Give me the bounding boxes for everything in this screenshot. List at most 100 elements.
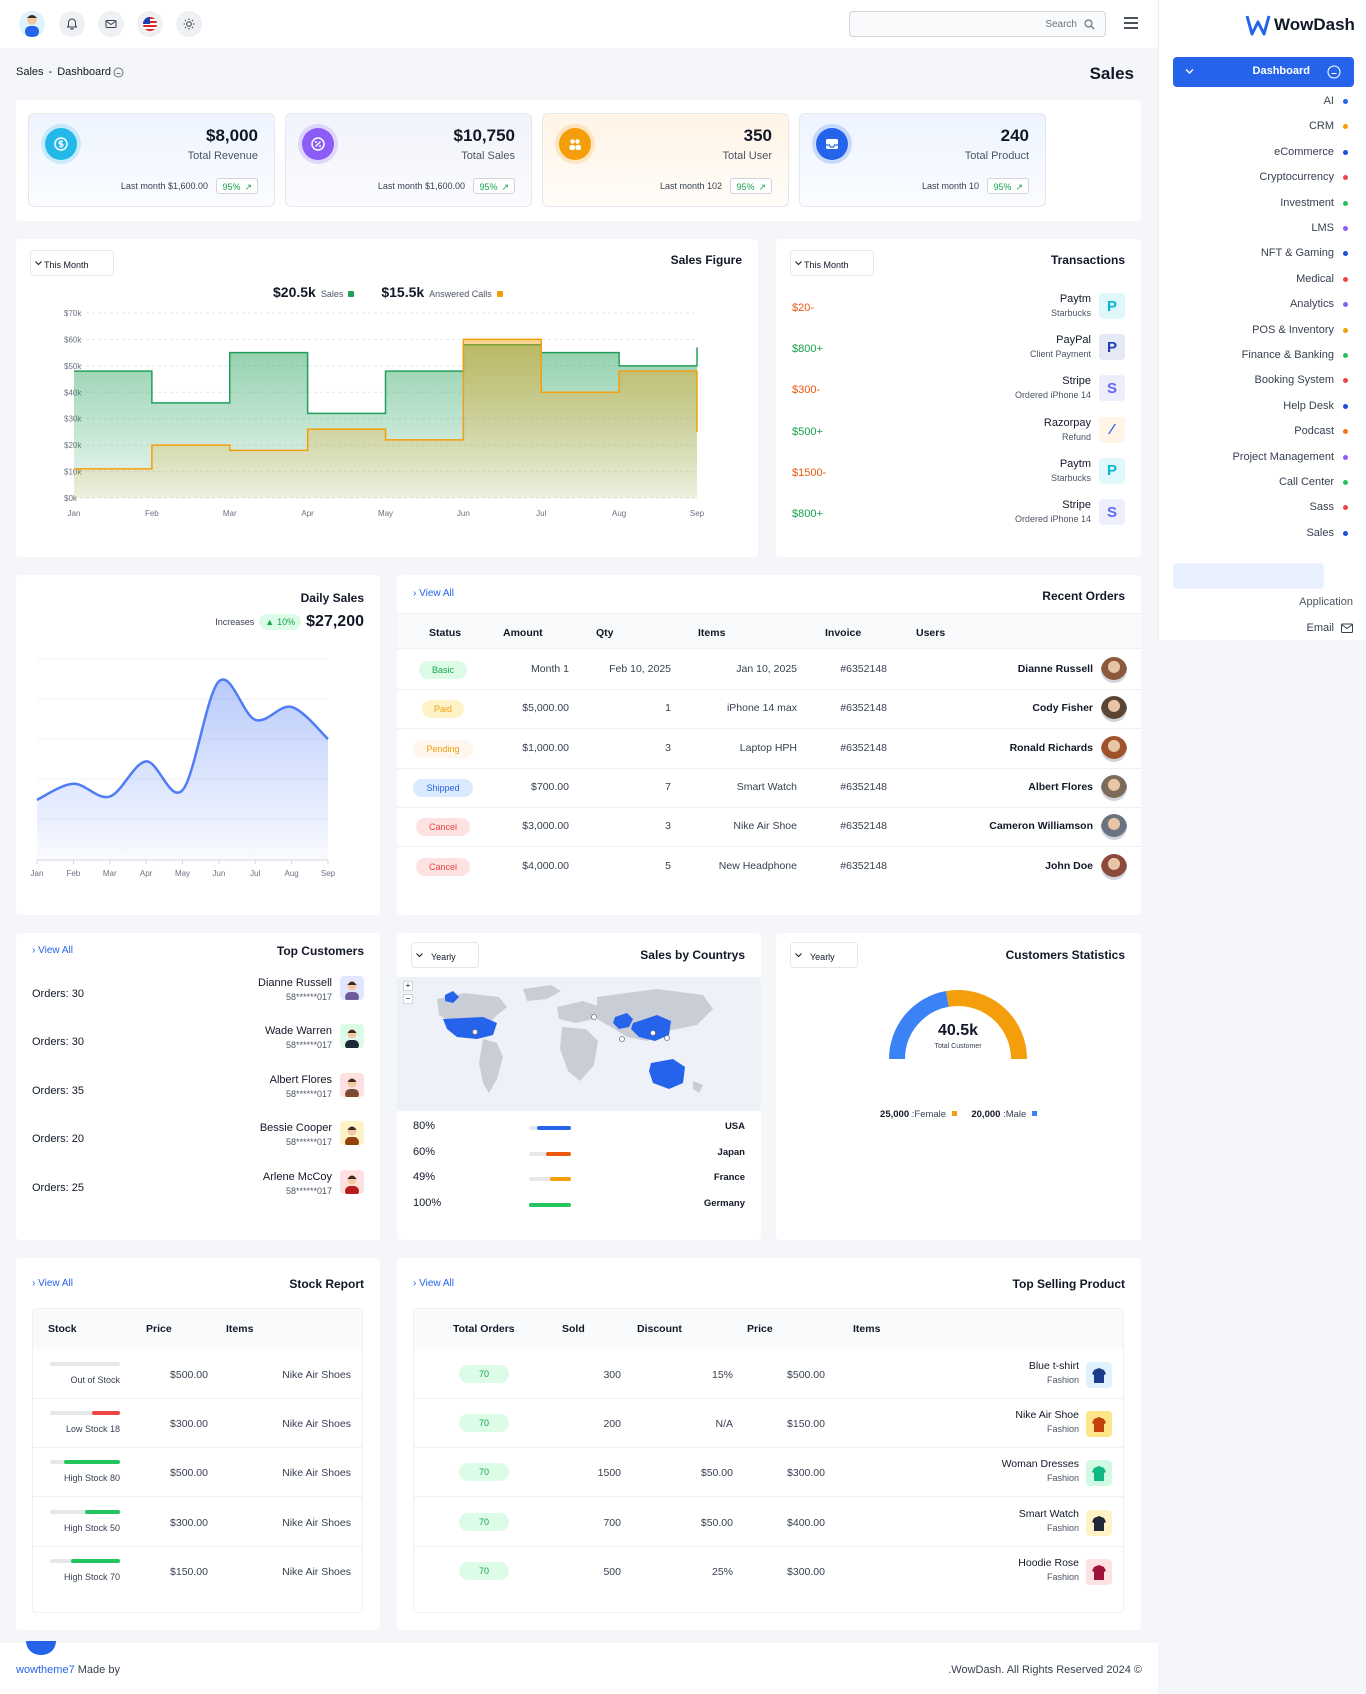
cell-sold: 1500 [597,1467,621,1480]
sidebar-item-investment[interactable]: Investment [1280,197,1348,209]
sidebar-item-lms[interactable]: LMS [1311,222,1348,234]
column-header-items[interactable]: Items [226,1323,254,1335]
table-row[interactable]: Paid $5,000.00 1 iPhone 14 max #6352148 Cody … [397,690,1141,730]
period-select[interactable]: Yearly [411,942,479,968]
stat-value: $8,000 [206,126,258,145]
sidebar-item-call-center[interactable]: Call Center [1279,476,1348,488]
table-row[interactable]: 70 1500 $50.00 $300.00 Woman Dresses Fashion [414,1448,1123,1498]
table-row[interactable]: 70 300 15% $500.00 Blue t-shirt Fashion [414,1350,1123,1399]
column-header-total-orders[interactable]: Total Orders [453,1323,515,1335]
sidebar-item-cryptocurrency[interactable]: Cryptocurrency [1259,171,1348,183]
table-row[interactable]: 70 200 N/A $150.00 Nike Air Shoe Fashion [414,1399,1123,1449]
stat-card[interactable]: $8,000 Total Revenue Last month $1,600.00 9… [28,113,275,207]
sidebar-item-help-desk[interactable]: Help Desk [1283,400,1348,412]
transaction-row[interactable]: $500+ Razorpay Refund ⁄ [776,415,1141,455]
sidebar-item-dashboard[interactable]: Dashboard [1173,57,1354,87]
footer-brand-link[interactable]: wowtheme7 [16,1664,75,1676]
customer-row[interactable]: Orders: 20 Bessie Cooper 58******017 [16,1121,380,1166]
column-header-items[interactable]: Items [853,1323,881,1335]
view-all-link[interactable]: › View All [32,945,73,956]
column-header-amount[interactable]: Amount [503,627,543,639]
table-row[interactable]: Shipped $700.00 7 Smart Watch #6352148 Albert… [397,769,1141,808]
sidebar-item-sales[interactable]: Sales [1306,527,1348,539]
sidebar-item-sass[interactable]: Sass [1310,501,1348,513]
customer-orders: Orders: 30 [32,1036,84,1049]
sidebar-item-finance-banking[interactable]: Finance & Banking [1242,349,1348,361]
table-row[interactable]: Low Stock 18 $300.00 Nike Air Shoes [33,1399,362,1449]
breadcrumb-dashboard[interactable]: Dashboard [57,66,112,78]
search-input[interactable]: Search [849,11,1106,37]
hamburger-menu-button[interactable] [1124,17,1138,29]
table-row[interactable]: High Stock 80 $500.00 Nike Air Shoes [33,1448,362,1498]
sidebar-item-ecommerce[interactable]: eCommerce [1274,146,1348,158]
country-row[interactable]: 60% Japan [397,1146,761,1166]
sidebar-item-pos-inventory[interactable]: POS & Inventory [1252,324,1348,336]
language-button[interactable] [137,11,163,37]
column-header-price[interactable]: Price [146,1323,172,1335]
donut-segment-male[interactable] [889,991,950,1060]
customer-row[interactable]: Orders: 30 Dianne Russell 58******017 [16,976,380,1021]
sidebar-item-project-management[interactable]: Project Management [1233,451,1348,463]
zoom-in-button[interactable]: + [403,981,413,991]
transaction-row[interactable]: $1500- Paytm Starbucks P [776,456,1141,496]
transaction-row[interactable]: $800+ Stripe Ordered iPhone 14 S [776,497,1141,537]
user-avatar[interactable] [19,11,45,37]
transaction-row[interactable]: $20- Paytm Starbucks P [776,291,1141,331]
view-all-link[interactable]: › View All [413,588,454,599]
sidebar-item-podcast[interactable]: Podcast [1294,425,1348,437]
column-header-status[interactable]: Status [429,627,462,639]
sidebar-item-email[interactable]: Email [1306,622,1334,634]
sidebar-item-analytics[interactable]: Analytics [1290,298,1348,310]
sidebar-item-nft-gaming[interactable]: NFT & Gaming [1261,247,1348,259]
transaction-row[interactable]: $300- Stripe Ordered iPhone 14 S [776,373,1141,413]
world-map[interactable]: + − [397,977,761,1111]
breadcrumb-sales[interactable]: Sales [16,66,44,78]
messages-button[interactable] [98,11,124,37]
period-select[interactable]: Yearly [790,942,858,968]
transaction-row[interactable]: $800+ PayPal Client Payment P [776,332,1141,372]
customer-row[interactable]: Orders: 25 Arlene McCoy 58******017 [16,1169,380,1215]
customer-row[interactable]: Orders: 30 Wade Warren 58******017 [16,1024,380,1069]
column-header-sold[interactable]: Sold [562,1323,585,1335]
column-header-items[interactable]: Items [698,627,726,639]
country-row[interactable]: 100% Germany [397,1197,761,1217]
table-row[interactable]: 70 500 25% $300.00 Hoodie Rose Fashion [414,1547,1123,1596]
view-all-link[interactable]: › View All [32,1278,73,1289]
column-header-invoice[interactable]: Invoice [825,627,862,639]
sidebar-item-medical[interactable]: Medical [1296,273,1348,285]
zoom-out-button[interactable]: − [403,994,413,1004]
theme-toggle-button[interactable] [176,11,202,37]
column-header-qty[interactable]: Qty [596,627,614,639]
customer-name: Bessie Cooper [259,1122,332,1135]
stat-card[interactable]: 350 Total User Last month 102 95% ↗ [542,113,789,207]
stat-value: $10,750 [453,126,515,145]
sidebar-item-booking-system[interactable]: Booking System [1255,374,1348,386]
customer-row[interactable]: Orders: 35 Albert Flores 58******017 [16,1072,380,1118]
view-all-link[interactable]: › View All [413,1278,454,1289]
table-row[interactable]: High Stock 70 $150.00 Nike Air Shoes [33,1547,362,1596]
country-row[interactable]: 49% France [397,1171,761,1191]
period-select[interactable]: This Month [790,250,874,276]
sidebar-item-crm[interactable]: CRM [1309,120,1348,132]
period-select[interactable]: This Month [30,250,114,276]
table-row[interactable]: Cancel $3,000.00 3 Nike Air Shoe #6352148 Cam… [397,808,1141,848]
notification-bell-button[interactable] [59,11,85,37]
sales-summary: $20.5k Sales $15.5k Answered Calls [273,284,503,300]
table-row[interactable]: High Stock 50 $300.00 Nike Air Shoes [33,1498,362,1547]
column-header-users[interactable]: Users [916,627,946,639]
country-row[interactable]: 80% USA [397,1120,761,1140]
column-header-price[interactable]: Price [747,1323,773,1335]
table-row[interactable]: 70 700 $50.00 $400.00 Smart Watch Fashion [414,1498,1123,1547]
table-row[interactable]: Pending $1,000.00 3 Laptop HPH #6352148 Ronal… [397,730,1141,769]
sidebar-item-ai[interactable]: AI [1324,95,1348,107]
stat-card[interactable]: 240 Total Product Last month 10 95% ↗ [799,113,1046,207]
table-row[interactable]: Basic Month 1 Feb 10, 2025 Jan 10, 2025 #635… [397,651,1141,690]
table-row[interactable]: Out of Stock $500.00 Nike Air Shoes [33,1350,362,1399]
brand-logo[interactable]: WowDash [1245,12,1355,38]
orders-badge: 70 [459,1365,509,1383]
column-header-discount[interactable]: Discount [637,1323,682,1335]
column-header-stock[interactable]: Stock [48,1323,77,1335]
donut-segment-female[interactable] [946,990,1027,1060]
table-row[interactable]: Cancel $4,000.00 5 New Headphone #6352148 Joh… [397,848,1141,887]
stat-card[interactable]: $10,750 Total Sales Last month $1,600.00 95… [285,113,532,207]
